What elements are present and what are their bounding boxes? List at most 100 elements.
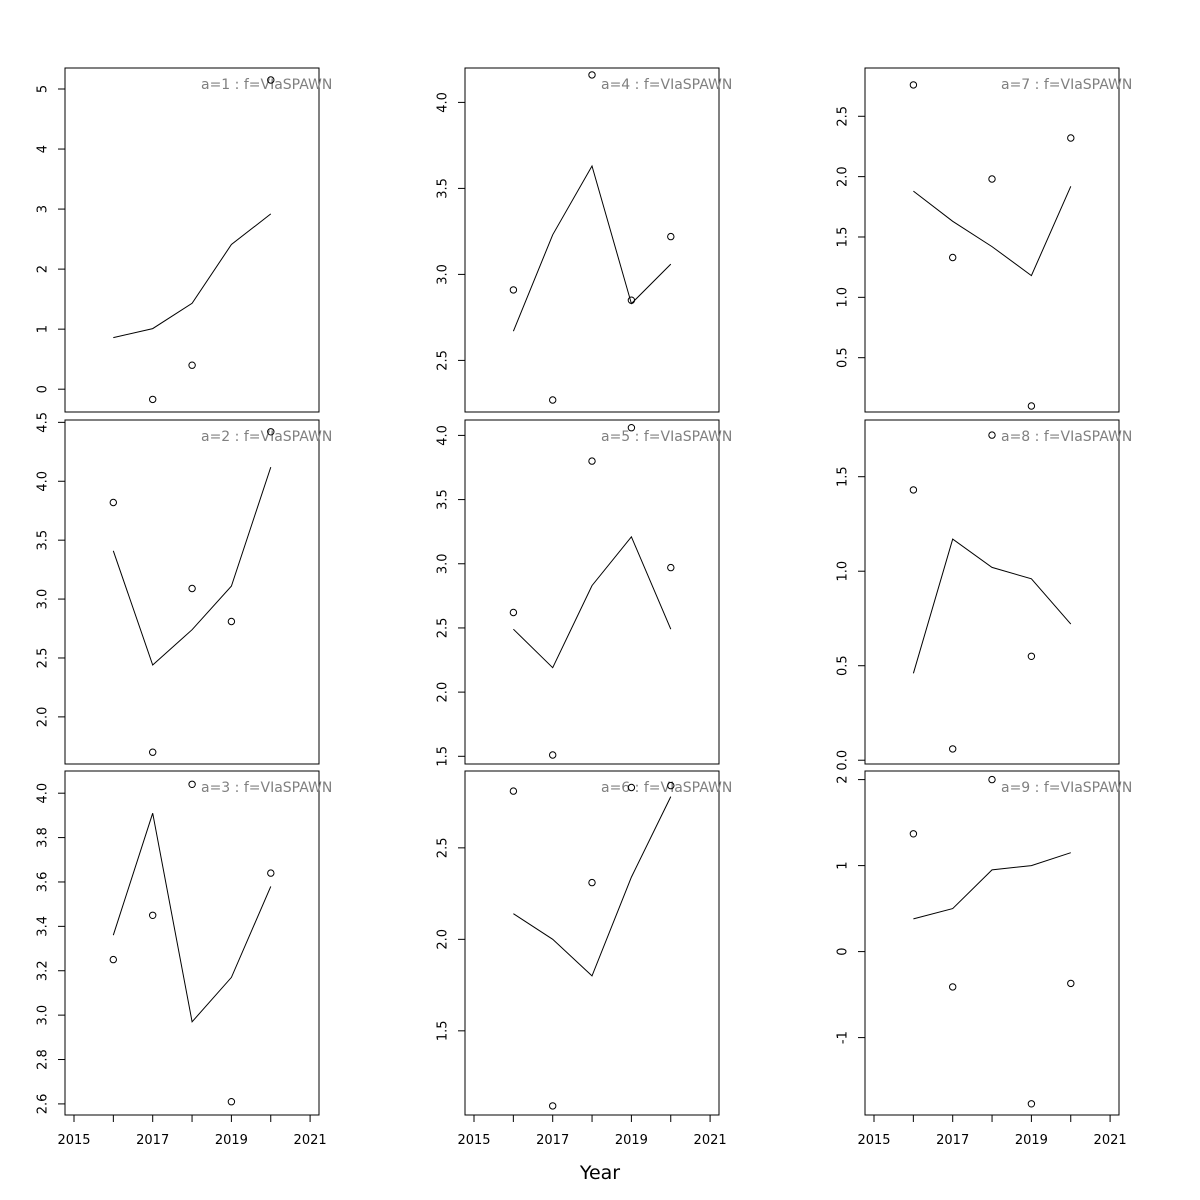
- y-tick-label: 0: [36, 385, 51, 393]
- fitted-series-line: [913, 852, 1071, 920]
- y-tick-label: 2.8: [36, 1049, 51, 1070]
- y-tick-label: 2: [836, 775, 851, 783]
- observed-point: [949, 983, 957, 991]
- y-tick-label: 2.5: [836, 106, 851, 127]
- x-tick-label: 2017: [936, 1133, 969, 1148]
- panel-frame: [464, 770, 720, 1116]
- observed-point: [667, 563, 675, 572]
- fitted-series-line: [112, 466, 272, 666]
- x-tick-label: 2015: [857, 1133, 890, 1148]
- y-tick-label: 1.5: [836, 466, 851, 487]
- observed-point: [149, 395, 157, 404]
- y-tick-label: 1.5: [436, 1020, 451, 1041]
- fitted-series-line: [112, 813, 272, 1023]
- y-tick-label: 0.5: [836, 347, 851, 368]
- y-tick-label: 5: [36, 85, 51, 93]
- panel-5: 1.5 2.0 2.5 3.0 3.5 4.0 a=5 : f=VIaSPAWN: [436, 419, 732, 767]
- y-tick-label: 3.0: [436, 264, 451, 285]
- panel-frame: [464, 419, 720, 765]
- y-tick-label: 4.0: [36, 783, 51, 804]
- y-tick-label: 2.6: [36, 1094, 51, 1115]
- x-axis-title: Year: [579, 1162, 620, 1184]
- observed-point: [909, 486, 918, 494]
- observed-point: [188, 780, 196, 788]
- x-tick-label: 2021: [694, 1133, 727, 1148]
- observed-point: [909, 830, 918, 838]
- observed-point: [588, 71, 596, 79]
- panel-6: 1.5 2.0 2.5 a=6 : f=VIaSPAWN: [436, 770, 732, 1116]
- y-tick-label: 1: [836, 861, 851, 869]
- panel-frame: [64, 67, 320, 413]
- observed-point: [667, 781, 675, 790]
- panel-title: a=1 : f=VIaSPAWN: [201, 77, 332, 93]
- y-tick-label: 2.5: [436, 618, 451, 639]
- observed-point: [109, 955, 118, 964]
- observed-point: [149, 911, 157, 919]
- panel-frame: [464, 67, 720, 413]
- y-tick-label: 3.4: [36, 916, 51, 937]
- x-tick-label: 2021: [294, 1133, 327, 1148]
- observed-point: [949, 745, 957, 753]
- observed-point: [1027, 1100, 1036, 1108]
- fitted-series-line: [513, 796, 672, 977]
- observed-point: [509, 608, 518, 617]
- y-tick-label: 4.0: [436, 92, 451, 113]
- observed-point: [509, 286, 518, 294]
- observed-point: [627, 783, 636, 792]
- observed-point: [549, 396, 557, 404]
- y-tick-label: 3.0: [436, 553, 451, 574]
- panel-title: a=8 : f=VIaSPAWN: [1001, 429, 1132, 445]
- y-tick-label: 4: [36, 145, 51, 153]
- fitted-series-line: [513, 535, 672, 669]
- panel-4: 2.5 3.0 3.5 4.0 a=4 : f=VIaSPAWN: [436, 67, 732, 413]
- y-tick-label: 3.0: [36, 589, 51, 610]
- panel-title: a=3 : f=VIaSPAWN: [201, 780, 332, 796]
- panel-title: a=6 : f=VIaSPAWN: [601, 780, 732, 796]
- y-tick-label: 2.5: [436, 838, 451, 859]
- observed-point: [909, 81, 918, 89]
- observed-point: [588, 457, 596, 465]
- y-tick-label: 3.5: [36, 530, 51, 551]
- panel-3: 2.6 2.8 3.0 3.2 3.4 3.6 3.8 4.0 a=3 : f=VIaSPAWN: [36, 770, 332, 1116]
- y-tick-label: 2.5: [436, 350, 451, 371]
- y-tick-label: 2.0: [836, 166, 851, 187]
- fitted-series-line: [113, 213, 272, 339]
- x-tick-label: 2019: [215, 1133, 248, 1148]
- observed-point: [509, 787, 518, 795]
- panel-frame: [64, 419, 320, 765]
- fitted-series-line: [913, 186, 1072, 277]
- fitted-series-line: [512, 164, 672, 332]
- panel-frame: [64, 770, 320, 1116]
- observed-point: [588, 878, 596, 887]
- observed-point: [267, 76, 275, 84]
- y-tick-label: 3.8: [36, 827, 51, 848]
- panel-title: a=4 : f=VIaSPAWN: [601, 77, 732, 93]
- panel-1: 0 1 2 3 4 5 a=1 : f=VIaSPAWN: [36, 67, 332, 413]
- x-tick-label: 2019: [1015, 1133, 1048, 1148]
- observed-point: [667, 232, 675, 241]
- observed-point: [627, 296, 636, 304]
- y-tick-label: 2.0: [36, 707, 51, 728]
- panel-8: 0.0 0.5 1.0 1.5 a=8 : f=VIaSPAWN: [836, 419, 1132, 771]
- observed-point: [1027, 652, 1036, 660]
- panel-frame: [864, 770, 1120, 1116]
- y-tick-label: 4.0: [36, 471, 51, 492]
- observed-point: [149, 748, 157, 756]
- y-tick-label: 4.5: [36, 412, 51, 433]
- observed-point: [627, 424, 636, 432]
- panel-title: a=2 : f=VIaSPAWN: [201, 429, 332, 445]
- observed-point: [988, 775, 996, 784]
- panel-2: 2.0 2.5 3.0 3.5 4.0 4.5 a=2 : f=VIaSPAWN: [36, 412, 332, 765]
- observed-point: [549, 751, 557, 759]
- observed-point: [188, 584, 196, 593]
- observed-point: [988, 175, 996, 183]
- y-tick-label: 1.5: [836, 227, 851, 248]
- fitted-series-line: [912, 538, 1072, 674]
- y-tick-label: 2.0: [436, 929, 451, 950]
- panel-frame: [864, 67, 1120, 413]
- observed-point: [109, 498, 118, 507]
- panel-title: a=9 : f=VIaSPAWN: [1001, 780, 1132, 796]
- y-tick-label: 2.0: [436, 682, 451, 703]
- panels-group: 0 1 2 3 4 5 a=1 : f=VIaSPAWN 2.0 2.5 3.0 3.5 4.0 4.5…: [36, 67, 1132, 1116]
